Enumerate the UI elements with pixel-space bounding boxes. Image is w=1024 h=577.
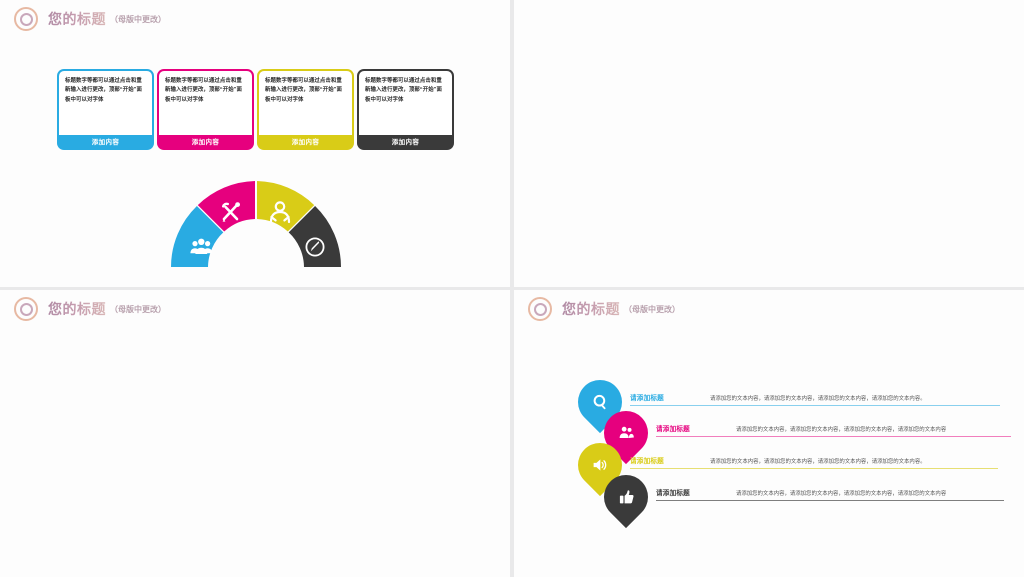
list-item-underline <box>656 500 1004 501</box>
slide-2[interactable]: 3 PART THREE ABOUT OUR COMPANY Some text… <box>514 0 1024 287</box>
slide-3-header: 您的标题 （母版中更改） <box>14 297 166 321</box>
tools-wrench-screwdriver-icon <box>222 202 240 222</box>
card-body: 标题数字等都可以通过点击和重新输入进行更改，顶部“开始”面板中可以对字体 <box>59 71 152 135</box>
slide-1[interactable]: 您的标题 （母版中更改） 标题数字等都可以通过点击和重新输入进行更改，顶部“开始… <box>0 0 510 287</box>
list-item[interactable]: 请添加标题 请添加您的文本内容，请添加您的文本内容，请添加您的文本内容，请添加您… <box>568 433 998 497</box>
person-user-icon <box>269 201 291 224</box>
list-item-title: 请添加标题 <box>656 426 690 433</box>
slide-4-header: 您的标题 （母版中更改） <box>528 297 680 321</box>
list-item-body: 请添加您的文本内容，请添加您的文本内容，请添加您的文本内容，请添加您的文本内容 <box>735 427 947 433</box>
semicircle-gauge-chart <box>170 180 342 268</box>
page-subtitle: （母版中更改） <box>110 14 166 24</box>
card-1[interactable]: 标题数字等都可以通过点击和重新输入进行更改，顶部“开始”面板中可以对字体 添加内… <box>57 69 154 150</box>
card-footer[interactable]: 添加内容 <box>191 139 220 146</box>
thumbs-up-icon[interactable] <box>594 465 658 529</box>
card-footer[interactable]: 添加内容 <box>291 139 320 146</box>
slide-4[interactable]: 您的标题 （母版中更改） 请添加标题 请添加您的文本内容，请添加您的文本内容，请… <box>514 290 1024 577</box>
card-4[interactable]: 标题数字等都可以通过点击和重新输入进行更改，顶部“开始”面板中可以对字体 添加内… <box>357 69 454 150</box>
list-item-body: 请添加您的文本内容，请添加您的文本内容，请添加您的文本内容，请添加您的文本内容 <box>735 491 947 497</box>
list-item-title: 请添加标题 <box>630 395 664 402</box>
card-3[interactable]: 标题数字等都可以通过点击和重新输入进行更改，顶部“开始”面板中可以对字体 添加内… <box>257 69 354 150</box>
list-item-underline <box>630 405 1000 406</box>
speaker-volume-icon[interactable] <box>568 433 632 497</box>
card-footer[interactable]: 添加内容 <box>91 139 120 146</box>
target-ring-icon <box>528 297 552 321</box>
page-subtitle: （母版中更改） <box>624 304 680 314</box>
slide-3[interactable]: 您的标题 （母版中更改） <box>0 290 510 577</box>
people-users-icon[interactable] <box>594 401 658 465</box>
group-people-icon <box>190 238 213 254</box>
target-ring-icon <box>14 297 38 321</box>
card-body: 标题数字等都可以通过点击和重新输入进行更改，顶部“开始”面板中可以对字体 <box>259 71 352 135</box>
card-footer[interactable]: 添加内容 <box>391 139 420 146</box>
card-row: 标题数字等都可以通过点击和重新输入进行更改，顶部“开始”面板中可以对字体 添加内… <box>57 69 454 150</box>
page-title: 您的标题 <box>48 301 106 317</box>
list-item-title: 请添加标题 <box>630 458 664 465</box>
page-title: 您的标题 <box>562 301 620 317</box>
page-title: 您的标题 <box>48 11 106 27</box>
list-item-body: 请添加您的文本内容，请添加您的文本内容，请添加您的文本内容，请添加您的文本内容。 <box>709 459 926 465</box>
gauge-segment-dark <box>288 206 341 267</box>
list-item-underline <box>630 468 998 469</box>
page-subtitle: （母版中更改） <box>110 304 166 314</box>
list-item[interactable]: 请添加标题 请添加您的文本内容，请添加您的文本内容，请添加您的文本内容，请添加您… <box>568 370 1000 434</box>
slide-1-header: 您的标题 （母版中更改） <box>14 7 166 31</box>
list-item-body: 请添加您的文本内容，请添加您的文本内容，请添加您的文本内容，请添加您的文本内容。 <box>709 396 926 402</box>
card-2[interactable]: 标题数字等都可以通过点击和重新输入进行更改，顶部“开始”面板中可以对字体 添加内… <box>157 69 254 150</box>
card-body: 标题数字等都可以通过点击和重新输入进行更改，顶部“开始”面板中可以对字体 <box>359 71 452 135</box>
list-item[interactable]: 请添加标题 请添加您的文本内容，请添加您的文本内容，请添加您的文本内容，请添加您… <box>594 465 1004 529</box>
target-ring-icon <box>14 7 38 31</box>
list-item-underline <box>656 436 1011 437</box>
list-item-title: 请添加标题 <box>656 490 690 497</box>
search-magnifier-icon[interactable] <box>568 370 632 434</box>
card-body: 标题数字等都可以通过点击和重新输入进行更改，顶部“开始”面板中可以对字体 <box>159 71 252 135</box>
compass-icon <box>305 237 325 257</box>
list-item[interactable]: 请添加标题 请添加您的文本内容，请添加您的文本内容，请添加您的文本内容，请添加您… <box>594 401 1011 465</box>
